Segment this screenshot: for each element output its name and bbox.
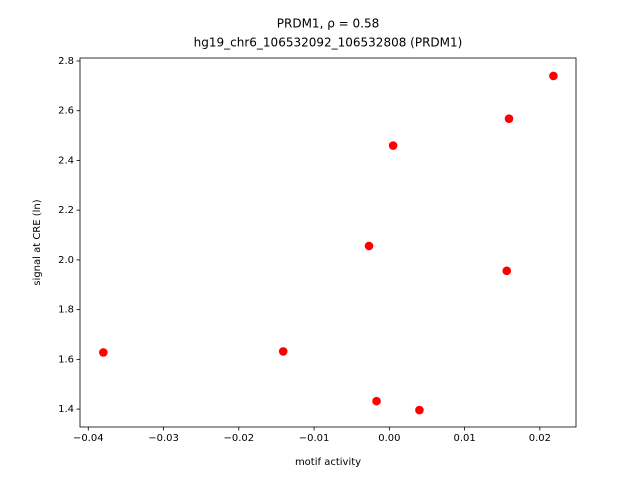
point <box>388 141 398 150</box>
chart-title: PRDM1, ρ = 0.58 <box>277 17 379 31</box>
y-axis-label: signal at CRE (ln) <box>32 199 43 285</box>
x-tick-label: −0.02 <box>223 433 254 444</box>
y-tick-label: 2.6 <box>58 106 74 117</box>
point <box>502 266 512 276</box>
point <box>504 114 514 123</box>
x-tick-label: 0.01 <box>453 433 475 444</box>
x-tick-label: −0.01 <box>299 433 330 444</box>
x-tick-label: −0.03 <box>148 433 179 444</box>
x-tick-label: 0.00 <box>378 433 400 444</box>
x-tick-label: −0.04 <box>73 433 104 444</box>
x-axis-label: motif activity <box>295 457 361 468</box>
y-tick-label: 2.8 <box>58 56 74 67</box>
point <box>372 396 381 406</box>
y-tick-label: 1.8 <box>58 305 74 316</box>
y-tick-label: 1.4 <box>58 404 74 415</box>
plot-frame <box>79 57 577 428</box>
point <box>549 71 558 81</box>
chart-subtitle: hg19_chr6_106532092_106532808 (PRDM1) <box>194 36 463 50</box>
y-tick-label: 2.2 <box>58 205 74 216</box>
y-tick-label: 2.4 <box>58 155 74 166</box>
y-tick-label: 2.0 <box>58 255 74 266</box>
point <box>415 405 424 415</box>
y-tick-label: 1.6 <box>58 354 74 365</box>
point <box>99 348 108 357</box>
point <box>278 347 288 356</box>
point <box>364 241 374 251</box>
x-tick-label: 0.02 <box>529 433 551 444</box>
